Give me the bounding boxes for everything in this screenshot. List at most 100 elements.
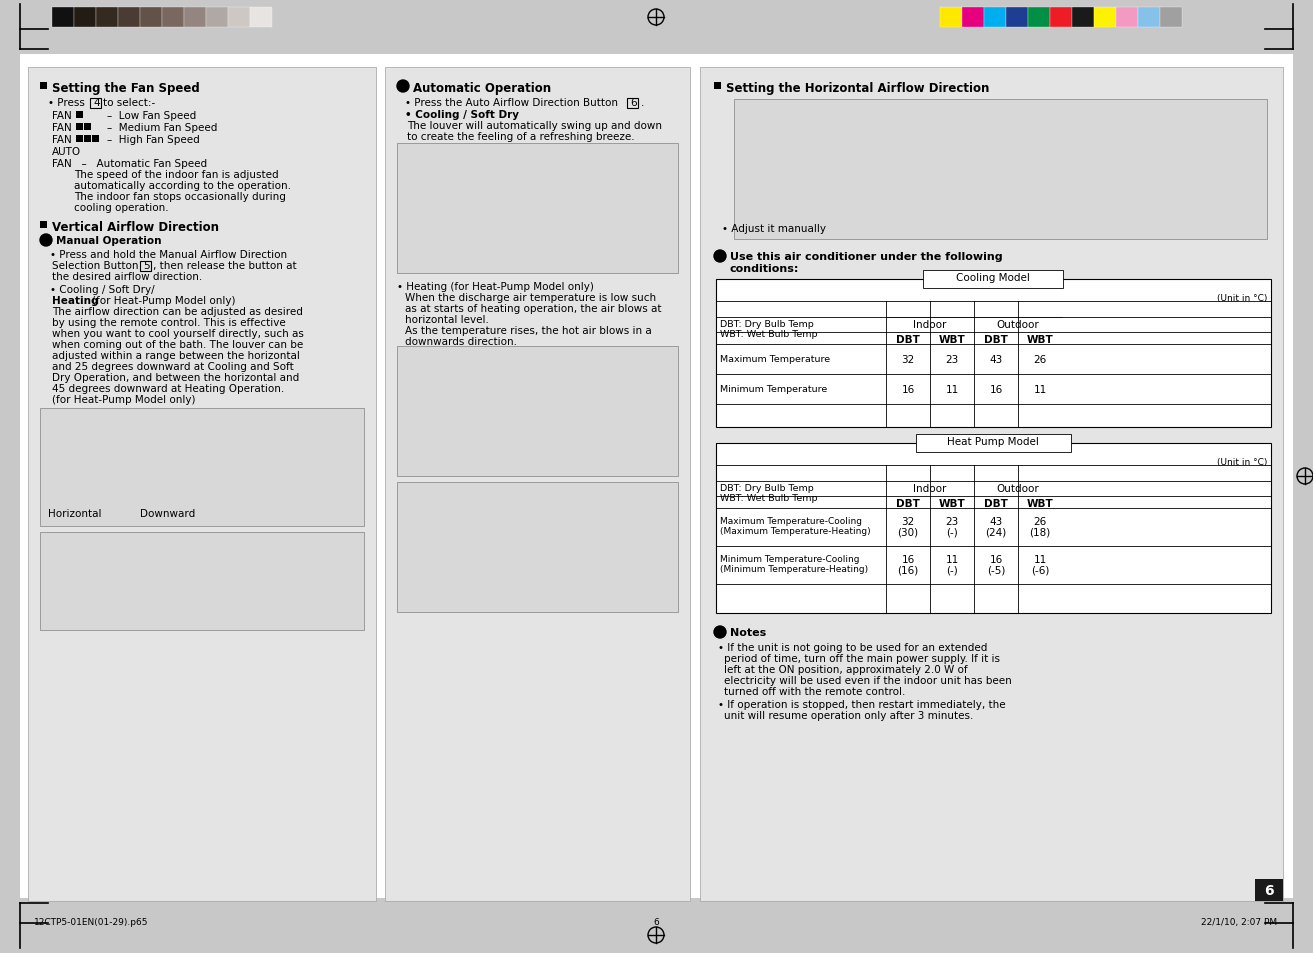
- Text: 32: 32: [902, 517, 915, 526]
- Text: • Adjust it manually: • Adjust it manually: [722, 224, 826, 233]
- Bar: [385, 68, 691, 901]
- Text: Use this air conditioner under the following: Use this air conditioner under the follo…: [730, 252, 1003, 262]
- Bar: [716, 280, 1271, 428]
- Text: DBT: DBT: [983, 498, 1008, 509]
- Text: DBT: DBT: [895, 498, 920, 509]
- Text: The indoor fan stops occasionally during: The indoor fan stops occasionally during: [74, 192, 286, 202]
- Text: –  High Fan Speed: – High Fan Speed: [106, 135, 200, 145]
- Text: (-5): (-5): [987, 565, 1006, 576]
- Text: (Maximum Temperature-Heating): (Maximum Temperature-Heating): [720, 526, 871, 536]
- Text: (24): (24): [985, 527, 1007, 537]
- Text: WBT: WBT: [1027, 335, 1053, 345]
- Text: (-): (-): [947, 565, 958, 576]
- Bar: [1028, 8, 1050, 28]
- Bar: [39, 533, 364, 630]
- Text: • If the unit is not going to be used for an extended: • If the unit is not going to be used fo…: [718, 642, 987, 652]
- Text: WBT: Wet Bulb Temp: WBT: Wet Bulb Temp: [720, 330, 818, 338]
- Text: • If operation is stopped, then restart immediately, the: • If operation is stopped, then restart …: [718, 700, 1006, 709]
- Bar: [74, 8, 96, 28]
- Bar: [184, 8, 206, 28]
- Text: 16: 16: [990, 555, 1003, 564]
- Text: 12CTP5-01EN(01-29).p65: 12CTP5-01EN(01-29).p65: [34, 917, 148, 926]
- Circle shape: [397, 81, 410, 92]
- Text: 45 degrees downward at Heating Operation.: 45 degrees downward at Heating Operation…: [53, 384, 284, 394]
- Text: • Heating (for Heat-Pump Model only): • Heating (for Heat-Pump Model only): [397, 282, 593, 292]
- Bar: [161, 8, 184, 28]
- Text: Maximum Temperature: Maximum Temperature: [720, 355, 830, 364]
- Bar: [628, 99, 638, 109]
- Text: 11: 11: [945, 555, 958, 564]
- Text: WBT: Wet Bulb Temp: WBT: Wet Bulb Temp: [720, 494, 818, 502]
- Text: (Unit in °C): (Unit in °C): [1217, 294, 1267, 303]
- Bar: [76, 124, 83, 131]
- Text: (18): (18): [1029, 527, 1050, 537]
- Bar: [916, 435, 1071, 453]
- Bar: [91, 99, 101, 109]
- Text: Heating: Heating: [53, 295, 98, 306]
- Bar: [1050, 8, 1071, 28]
- Text: FAN: FAN: [53, 135, 72, 145]
- Circle shape: [39, 234, 53, 247]
- Text: 6: 6: [1264, 883, 1274, 897]
- Text: (Minimum Temperature-Heating): (Minimum Temperature-Heating): [720, 564, 868, 574]
- Bar: [716, 443, 1271, 614]
- Text: 43: 43: [990, 517, 1003, 526]
- Text: turned off with the remote control.: turned off with the remote control.: [723, 686, 906, 697]
- Text: Horizontal: Horizontal: [49, 509, 101, 518]
- Text: left at the ON position, approximately 2.0 W of: left at the ON position, approximately 2…: [723, 664, 968, 675]
- Text: 26: 26: [1033, 355, 1046, 365]
- Text: Minimum Temperature: Minimum Temperature: [720, 385, 827, 394]
- Bar: [397, 144, 678, 274]
- Text: automatically according to the operation.: automatically according to the operation…: [74, 181, 291, 191]
- Text: , then release the button at: , then release the button at: [154, 261, 297, 271]
- Text: 16: 16: [902, 385, 915, 395]
- Text: (30): (30): [898, 527, 919, 537]
- Text: as at starts of heating operation, the air blows at: as at starts of heating operation, the a…: [404, 304, 662, 314]
- Text: Maximum Temperature-Cooling: Maximum Temperature-Cooling: [720, 517, 863, 525]
- Bar: [206, 8, 228, 28]
- Text: 23: 23: [945, 517, 958, 526]
- Text: Minimum Temperature-Cooling: Minimum Temperature-Cooling: [720, 555, 860, 563]
- Bar: [84, 136, 91, 143]
- Text: (-): (-): [947, 527, 958, 537]
- Text: (Unit in °C): (Unit in °C): [1217, 457, 1267, 467]
- Bar: [39, 222, 47, 229]
- Text: downwards direction.: downwards direction.: [404, 336, 517, 347]
- Text: 16: 16: [990, 385, 1003, 395]
- Bar: [76, 136, 83, 143]
- Bar: [923, 271, 1064, 289]
- Text: • Press: • Press: [49, 98, 85, 108]
- Text: 32: 32: [902, 355, 915, 365]
- Text: • Cooling / Soft Dry/: • Cooling / Soft Dry/: [50, 285, 155, 294]
- Text: FAN: FAN: [53, 123, 72, 132]
- Text: FAN   –   Automatic Fan Speed: FAN – Automatic Fan Speed: [53, 159, 207, 169]
- Bar: [39, 409, 364, 526]
- Bar: [1116, 8, 1138, 28]
- Text: WBT: WBT: [939, 498, 965, 509]
- Text: Setting the Horizontal Airflow Direction: Setting the Horizontal Airflow Direction: [726, 82, 990, 95]
- Text: WBT: WBT: [939, 335, 965, 345]
- Circle shape: [714, 251, 726, 263]
- Text: electricity will be used even if the indoor unit has been: electricity will be used even if the ind…: [723, 676, 1012, 685]
- Text: Downward: Downward: [140, 509, 196, 518]
- Text: period of time, turn off the main power supply. If it is: period of time, turn off the main power …: [723, 654, 1001, 663]
- Text: and 25 degrees downward at Cooling and Soft: and 25 degrees downward at Cooling and S…: [53, 361, 294, 372]
- Text: Outdoor: Outdoor: [997, 483, 1040, 494]
- Bar: [714, 83, 721, 90]
- Text: 4: 4: [93, 98, 100, 108]
- Text: Outdoor: Outdoor: [997, 319, 1040, 330]
- Text: unit will resume operation only after 3 minutes.: unit will resume operation only after 3 …: [723, 710, 973, 720]
- Bar: [96, 8, 118, 28]
- Text: .: .: [641, 98, 645, 108]
- Bar: [228, 8, 249, 28]
- Bar: [118, 8, 140, 28]
- Bar: [140, 8, 161, 28]
- Text: Setting the Fan Speed: Setting the Fan Speed: [53, 82, 200, 95]
- Bar: [1255, 879, 1283, 901]
- Text: The airflow direction can be adjusted as desired: The airflow direction can be adjusted as…: [53, 307, 303, 316]
- Bar: [397, 347, 678, 476]
- Text: conditions:: conditions:: [730, 264, 800, 274]
- Text: 22/1/10, 2:07 PM: 22/1/10, 2:07 PM: [1201, 917, 1278, 926]
- Text: 23: 23: [945, 355, 958, 365]
- Text: The louver will automatically swing up and down: The louver will automatically swing up a…: [407, 121, 662, 131]
